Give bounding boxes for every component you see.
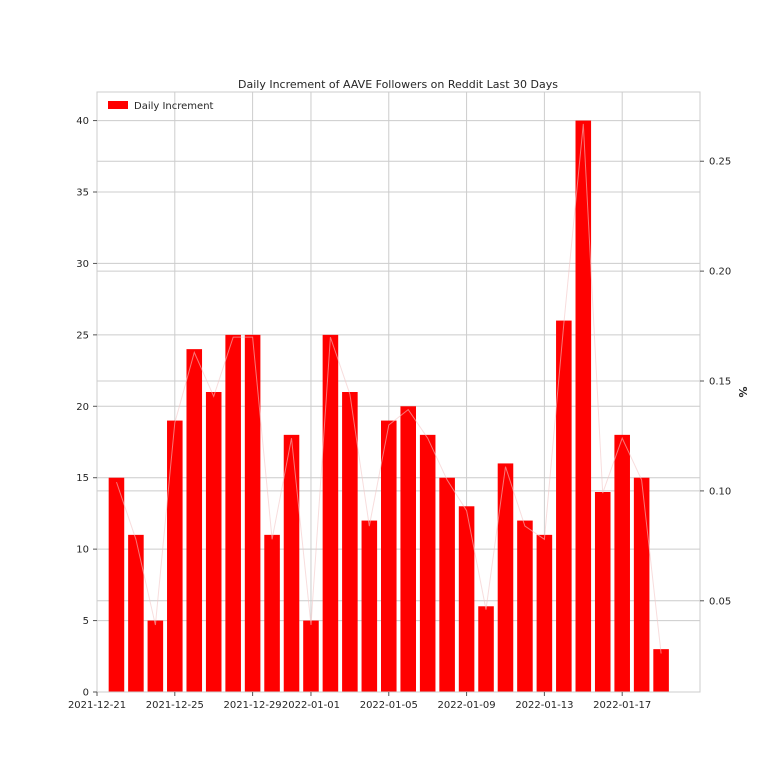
x-tick-label: 2022-01-09 xyxy=(438,700,496,711)
bar xyxy=(614,434,630,692)
x-tick-label: 2022-01-13 xyxy=(515,700,573,711)
bar xyxy=(536,534,553,692)
bar xyxy=(108,477,125,692)
legend: Daily Increment xyxy=(108,101,214,112)
y-tick-label: 15 xyxy=(76,473,89,484)
bar xyxy=(653,649,669,692)
bar xyxy=(575,120,592,693)
y-tick-label: 10 xyxy=(76,545,89,556)
y-tick-label: 25 xyxy=(76,330,89,341)
bar xyxy=(225,334,241,692)
bar xyxy=(361,520,378,692)
bar xyxy=(167,420,183,692)
x-tick-label: 2021-12-25 xyxy=(146,700,204,711)
x-tick-label: 2021-12-21 xyxy=(68,700,126,711)
chart-title: Daily Increment of AAVE Followers on Red… xyxy=(238,78,558,91)
bar xyxy=(244,334,261,692)
plot-frame xyxy=(96,91,701,693)
y-tick-label: 30 xyxy=(76,259,89,270)
x-tick-label: 2022-01-01 xyxy=(282,700,340,711)
bar xyxy=(594,492,611,692)
bar xyxy=(380,420,397,692)
y-tick-label: 35 xyxy=(76,188,89,199)
bar xyxy=(147,620,164,692)
y-tick-label: 20 xyxy=(76,402,89,413)
bar xyxy=(283,434,300,692)
bar xyxy=(517,520,533,692)
right-y-tick-label: 0.20 xyxy=(709,267,731,278)
legend-swatch xyxy=(108,101,128,109)
right-y-axis-ticks: 0.05 0.10 0.15 0.20 0.25 xyxy=(700,157,731,607)
left-y-axis-ticks: 0 5 10 15 20 25 30 35 40 xyxy=(76,116,97,699)
x-tick-label: 2022-01-17 xyxy=(593,700,651,711)
bar xyxy=(633,477,650,692)
bar xyxy=(128,534,144,692)
bars xyxy=(108,120,669,693)
right-y-tick-label: 0.25 xyxy=(709,157,731,168)
y-tick-label: 40 xyxy=(76,116,89,127)
right-y-tick-label: 0.05 xyxy=(709,596,731,607)
bar xyxy=(342,392,358,692)
percent-trend-line xyxy=(116,123,662,654)
bar xyxy=(556,320,572,692)
right-y-tick-label: 0.10 xyxy=(709,486,731,497)
bar xyxy=(322,334,339,692)
bar xyxy=(497,463,514,692)
bar xyxy=(264,534,280,692)
bar xyxy=(400,406,417,692)
x-tick-label: 2022-01-05 xyxy=(360,700,418,711)
bar xyxy=(419,434,436,692)
y-tick-label: 0 xyxy=(83,688,89,699)
bar xyxy=(205,392,222,692)
bar xyxy=(458,506,475,692)
legend-label: Daily Increment xyxy=(134,101,214,112)
x-tick-label: 2021-12-29 xyxy=(224,700,282,711)
right-y-tick-label: 0.15 xyxy=(709,377,731,388)
bar xyxy=(478,606,494,692)
bar xyxy=(186,349,203,692)
right-y-axis-label: % xyxy=(736,386,749,397)
x-axis-ticks: 2021-12-21 2021-12-25 2021-12-29 2022-01-01… xyxy=(68,692,651,711)
y-tick-label: 5 xyxy=(83,616,89,627)
bar xyxy=(439,477,455,692)
bar xyxy=(303,620,319,692)
